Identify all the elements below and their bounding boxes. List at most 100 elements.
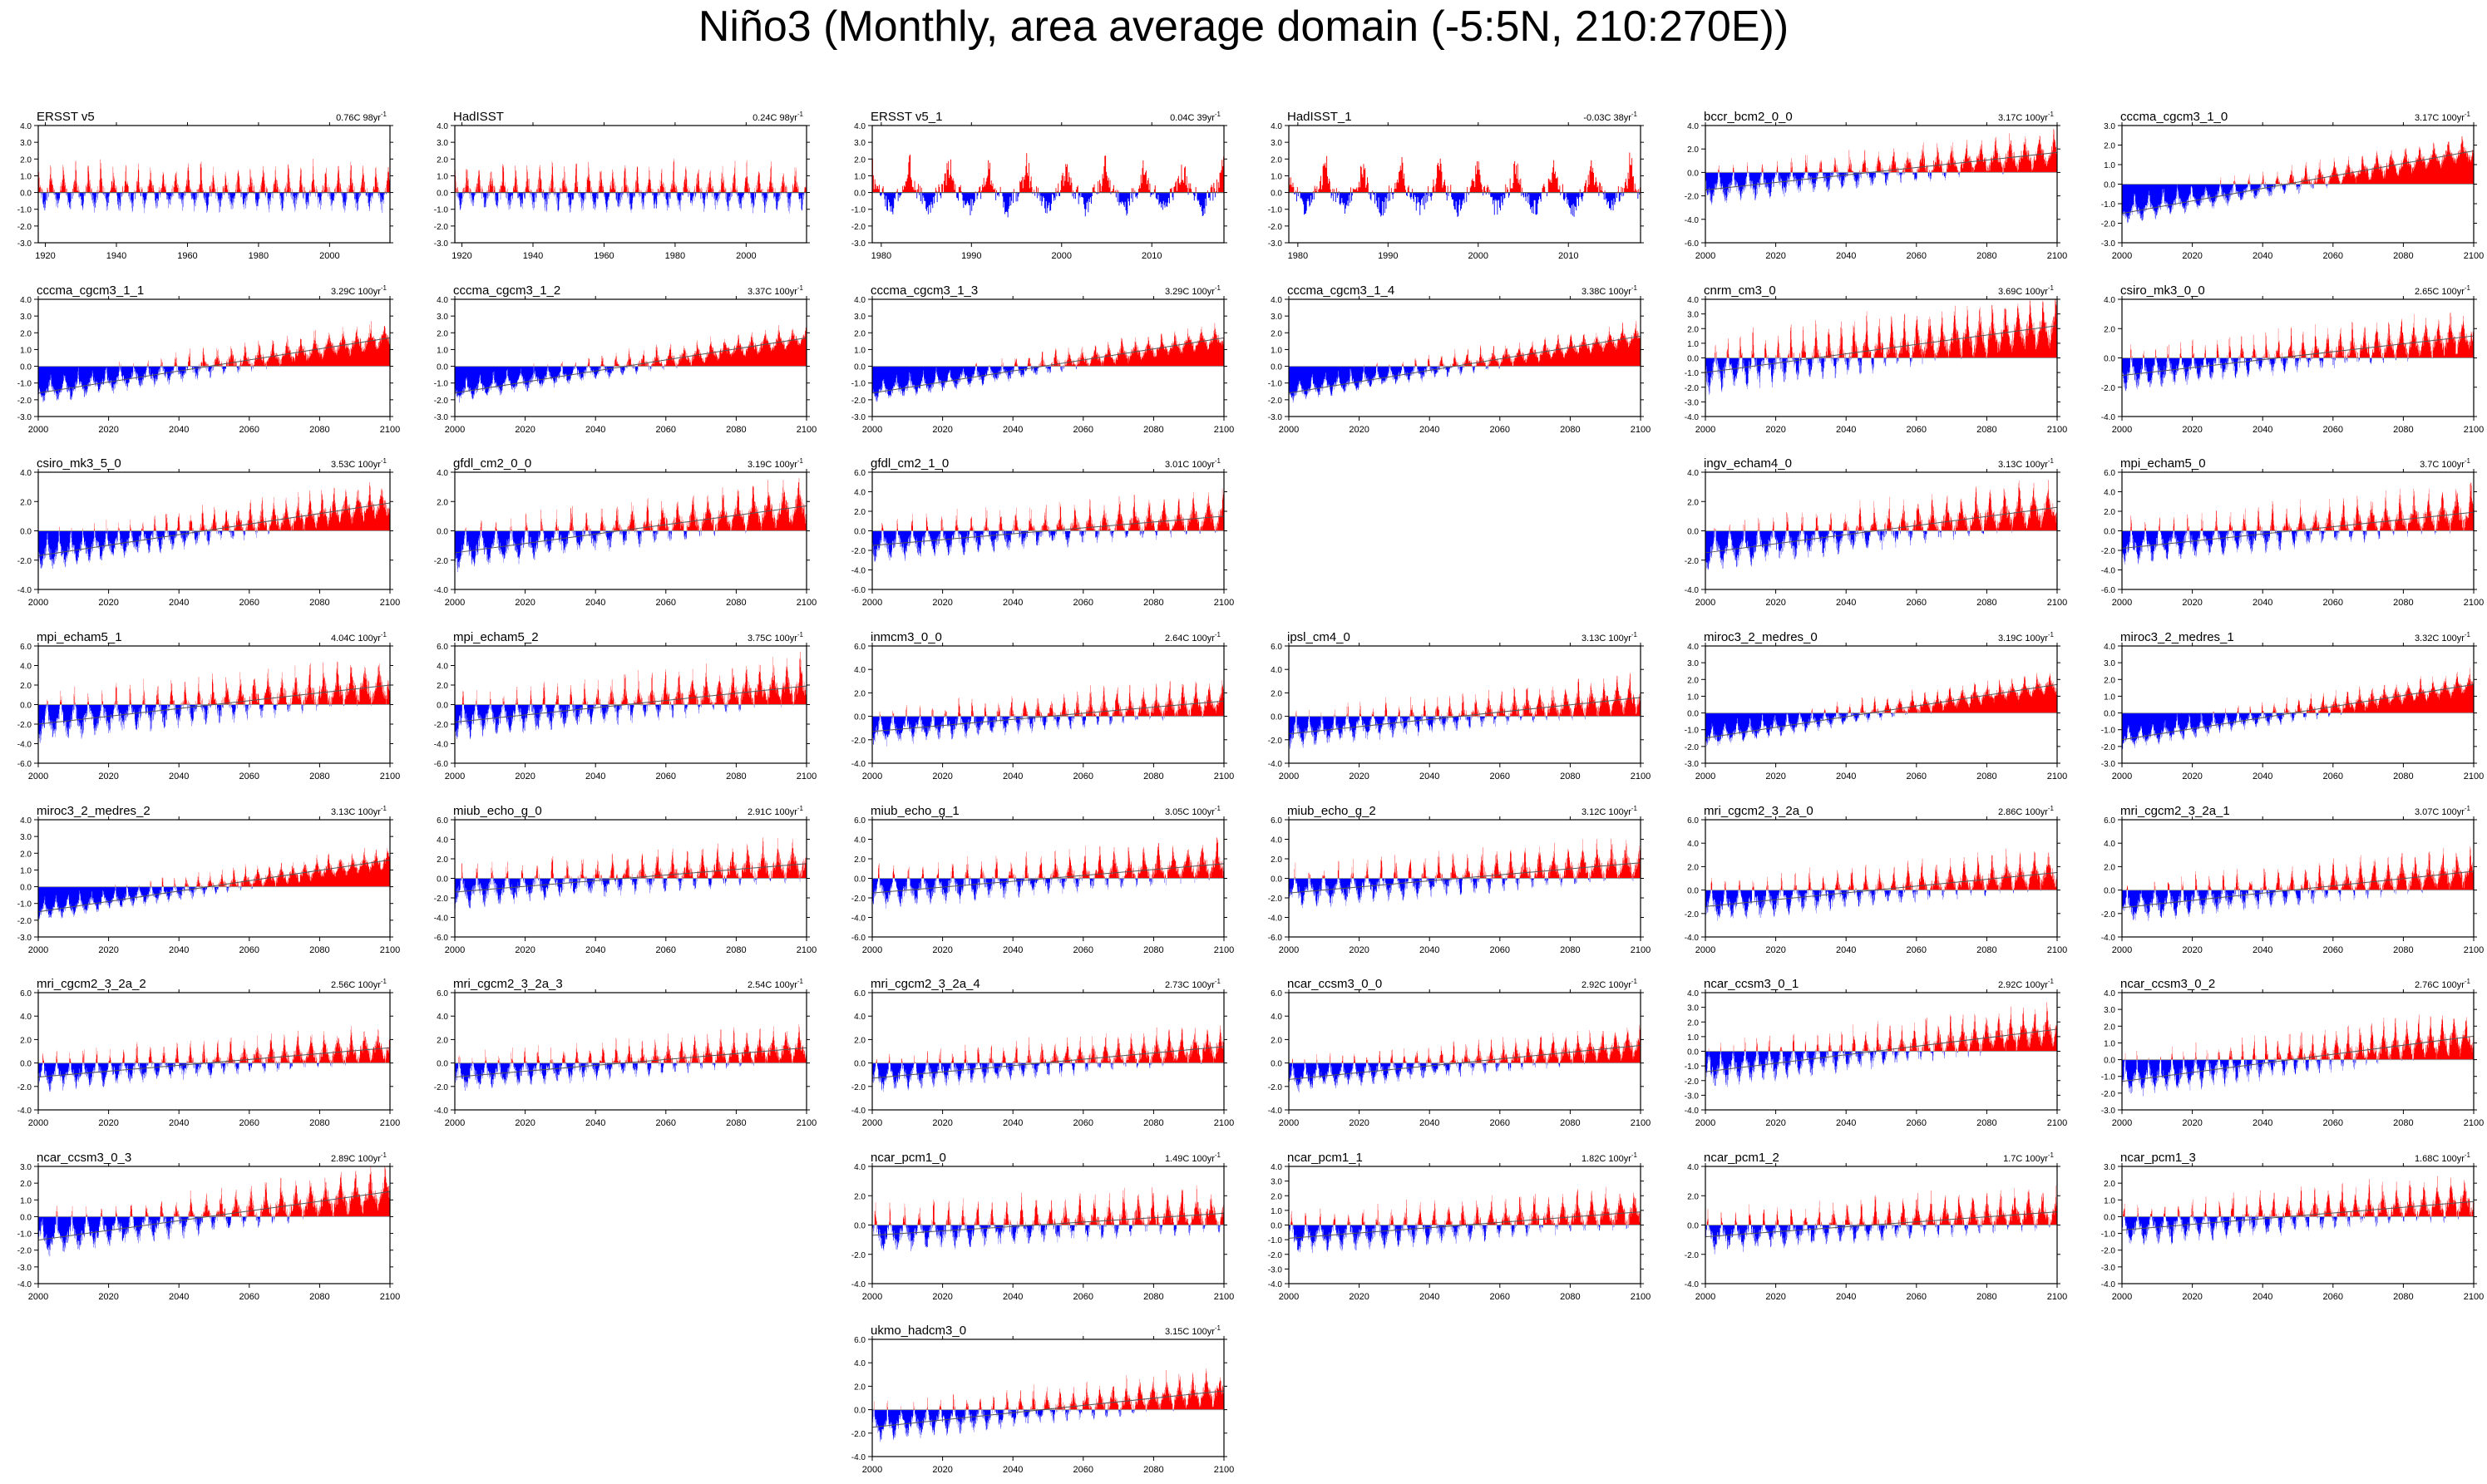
panel-mri_cgcm2_3_2a_3: mri_cgcm2_3_2a_3 2.54C 100yr-1 2000 2020 204… xyxy=(434,977,817,1128)
series-positive xyxy=(1294,839,1641,879)
x-tick-label: 2100 xyxy=(797,1118,817,1128)
panel-trend: 3.69C 100yr-1 xyxy=(1998,284,2055,297)
y-tick-label: 0.0 xyxy=(854,363,866,372)
y-tick-label: 3.0 xyxy=(1687,1004,1699,1013)
series-negative xyxy=(1289,1062,1585,1093)
series-negative xyxy=(2122,890,2423,921)
x-tick-label: 2080 xyxy=(309,1292,329,1302)
series-negative xyxy=(1705,357,1987,395)
y-tick-label: 0.0 xyxy=(20,528,32,537)
x-tick-label: 2000 xyxy=(862,1465,882,1475)
y-tick-label: 4.0 xyxy=(1687,469,1699,478)
panel-trend: 2.76C 100yr-1 xyxy=(2415,978,2471,990)
y-tick-label: 1.0 xyxy=(2104,1039,2115,1048)
trend-superscript: -1 xyxy=(1215,1324,1221,1332)
y-tick-label: -2.0 xyxy=(851,895,866,904)
y-tick-label: -2.0 xyxy=(434,397,449,406)
y-tick-label: -2.0 xyxy=(17,397,32,406)
trend-superscript: -1 xyxy=(1631,284,1638,292)
y-tick-label: 3.0 xyxy=(20,833,32,842)
y-tick-label: 4.0 xyxy=(1687,989,1699,998)
x-tick-label: 2020 xyxy=(2182,1118,2202,1128)
y-tick-label: -1.0 xyxy=(851,206,866,215)
y-tick-label: 0.0 xyxy=(1687,169,1699,178)
y-tick-label: -2.0 xyxy=(434,1083,449,1092)
y-tick-label: 2.0 xyxy=(437,855,448,865)
x-tick-label: 2020 xyxy=(932,1465,952,1475)
y-tick-label: -4.0 xyxy=(851,1280,866,1289)
series-positive xyxy=(1708,1002,2057,1052)
y-tick-label: -3.0 xyxy=(1685,398,1700,407)
x-tick-label: 2020 xyxy=(1349,425,1369,435)
panel-trend: 3.13C 100yr-1 xyxy=(1998,457,2055,470)
panel-trend: -0.03C 38yr-1 xyxy=(1583,111,1637,123)
y-tick-label: 0.0 xyxy=(1687,710,1699,719)
x-tick-label: 2020 xyxy=(2182,425,2202,435)
y-tick-label: 2.0 xyxy=(20,329,32,338)
x-tick-label: 2080 xyxy=(309,945,329,955)
panel-trend: 2.54C 100yr-1 xyxy=(748,978,804,990)
panel-trend: 3.17C 100yr-1 xyxy=(2415,111,2471,123)
trend-superscript: -1 xyxy=(2048,805,2055,812)
trend-superscript: -1 xyxy=(381,284,387,292)
x-tick-label: 2020 xyxy=(98,772,118,781)
x-tick-label: 2080 xyxy=(1560,1292,1580,1302)
x-tick-label: 2040 xyxy=(169,945,189,955)
y-tick-label: 1.0 xyxy=(20,346,32,355)
plot-frame xyxy=(1288,992,1641,1111)
y-tick-label: 6.0 xyxy=(437,816,448,826)
series-positive xyxy=(38,159,390,193)
trend-line xyxy=(1288,697,1641,735)
x-tick-label: 1920 xyxy=(35,251,55,261)
y-tick-label: 6.0 xyxy=(1687,816,1699,826)
panel-trend: 4.04C 100yr-1 xyxy=(331,631,387,643)
panel-cccma_cgcm3_1_0: cccma_cgcm3_1_0 3.17C 100yr-1 2000 2020 2040… xyxy=(2101,110,2484,261)
panel-ERSST v5: ERSST v5 0.76C 98yr-1 1920 1940 1960 1980 2000… xyxy=(17,110,393,261)
series-positive xyxy=(465,478,807,531)
series-negative xyxy=(872,1062,1202,1092)
x-tick-label: 2080 xyxy=(726,945,746,955)
x-tick-label: 2100 xyxy=(1631,945,1651,955)
x-tick-label: 2100 xyxy=(380,772,400,781)
x-tick-label: 2060 xyxy=(1073,425,1093,435)
y-tick-label: 3.0 xyxy=(437,313,448,322)
y-tick-label: -2.0 xyxy=(2101,743,2116,752)
x-tick-label: 2000 xyxy=(2112,1292,2132,1302)
y-tick-label: 3.0 xyxy=(2104,1163,2115,1172)
y-tick-label: 6.0 xyxy=(2104,816,2115,826)
x-tick-label: 2020 xyxy=(932,598,952,608)
trend-line xyxy=(454,1047,807,1078)
y-tick-label: -2.0 xyxy=(434,223,449,232)
trend-superscript: -1 xyxy=(2048,978,2055,985)
y-tick-label: 1.0 xyxy=(2104,161,2115,170)
y-tick-label: -4.0 xyxy=(17,1280,32,1289)
y-tick-label: 2.0 xyxy=(2104,1180,2115,1189)
y-tick-label: 3.0 xyxy=(20,139,32,148)
y-tick-label: 4.0 xyxy=(854,296,866,305)
x-tick-label: 2020 xyxy=(1765,598,1785,608)
panel-trend: 0.04C 39yr-1 xyxy=(1170,111,1221,123)
x-tick-label: 2020 xyxy=(98,1118,118,1128)
y-tick-label: 0.0 xyxy=(20,702,32,711)
trend-line xyxy=(871,1212,1225,1236)
plot-frame xyxy=(454,298,807,417)
y-tick-label: 4.0 xyxy=(854,1359,866,1368)
x-tick-label: 1980 xyxy=(665,251,685,261)
trend-superscript: -1 xyxy=(381,111,387,118)
y-tick-label: 1.0 xyxy=(2104,1196,2115,1205)
trend-superscript: -1 xyxy=(2048,1151,2055,1159)
y-tick-label: 2.0 xyxy=(1271,689,1282,698)
x-tick-label: 2040 xyxy=(1003,1292,1023,1302)
x-tick-label: 2000 xyxy=(445,425,465,435)
series-negative xyxy=(456,192,805,214)
x-tick-label: 2000 xyxy=(28,598,48,608)
panel-ncar_ccsm3_0_0: ncar_ccsm3_0_0 2.92C 100yr-1 2000 2020 2040 2… xyxy=(1268,977,1651,1128)
series-positive xyxy=(1710,848,2057,890)
y-tick-label: 2.0 xyxy=(854,1192,866,1201)
y-tick-label: 1.0 xyxy=(20,1196,32,1205)
y-tick-label: 4.0 xyxy=(20,469,32,478)
panel-title: cccma_cgcm3_1_2 xyxy=(453,283,560,298)
y-tick-label: -2.0 xyxy=(434,721,449,730)
y-tick-label: 3.0 xyxy=(20,313,32,322)
panel-title: mpi_echam5_1 xyxy=(37,630,122,644)
